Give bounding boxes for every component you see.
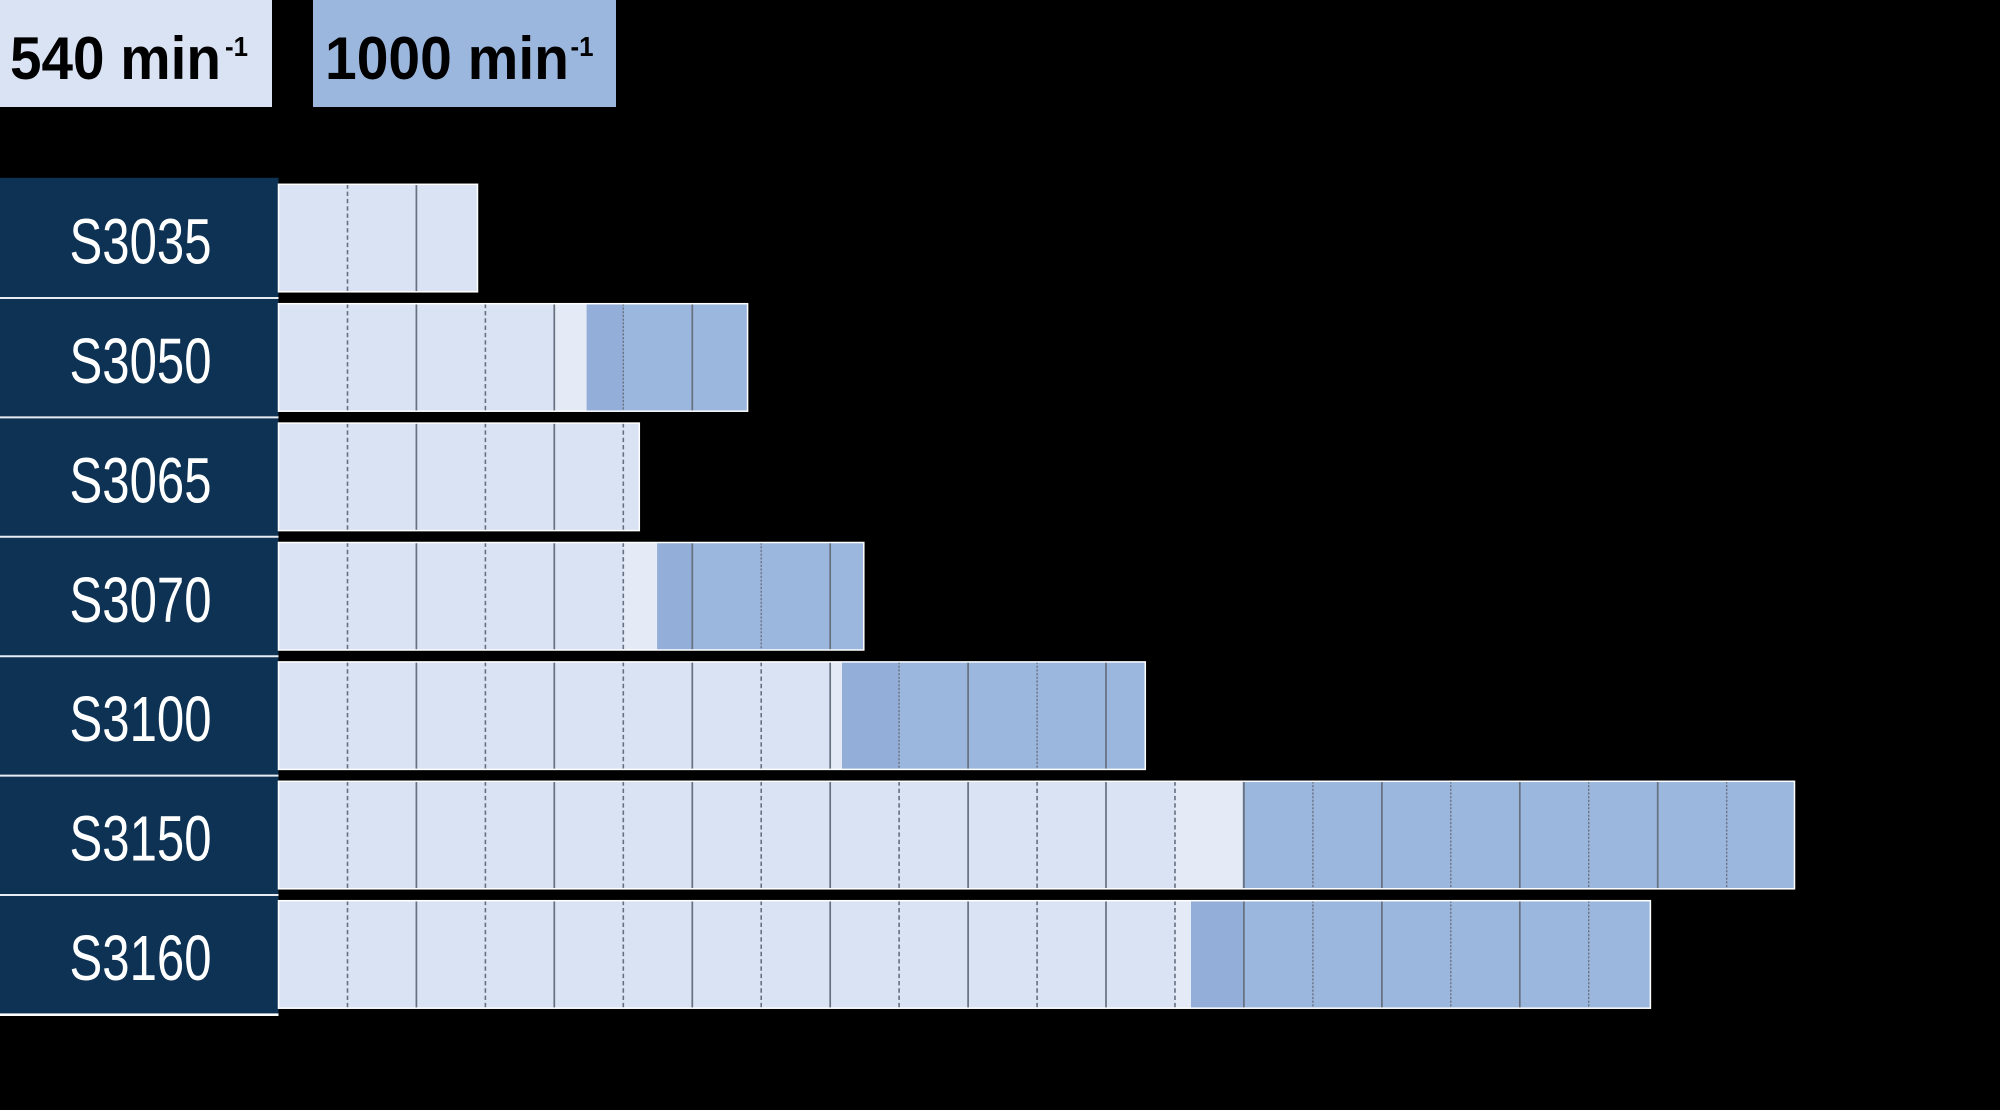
svg-text:S3050: S3050 — [70, 325, 212, 397]
svg-text:S3100: S3100 — [70, 683, 212, 755]
svg-text:S3070: S3070 — [70, 564, 212, 636]
svg-text:-1: -1 — [571, 31, 594, 62]
svg-text:S3065: S3065 — [70, 444, 212, 516]
svg-text:S3035: S3035 — [70, 206, 212, 278]
svg-text:-1: -1 — [225, 31, 248, 62]
svg-text:S3150: S3150 — [70, 803, 212, 875]
svg-text:540 min: 540 min — [10, 24, 221, 92]
svg-text:S3160: S3160 — [70, 922, 212, 994]
svg-text:1000 min: 1000 min — [325, 24, 569, 92]
